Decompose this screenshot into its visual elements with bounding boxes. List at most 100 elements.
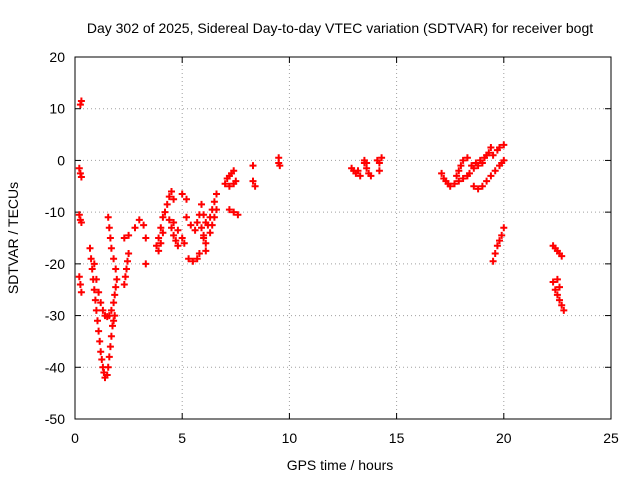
data-point [140,221,148,229]
data-point [183,195,190,203]
y-tick-label: -50 [45,411,65,427]
data-point [180,239,188,247]
data-point [112,283,120,291]
data-point [165,193,173,201]
y-tick-label: -10 [45,204,65,220]
data-point [363,159,371,167]
data-point [155,247,163,255]
data-point [187,221,195,229]
data-point [110,255,118,263]
data-point [249,177,257,185]
data-point [198,224,205,232]
y-tick-label: -30 [45,308,65,324]
y-tick-label: 0 [57,152,65,168]
data-point [446,182,454,190]
data-point [193,255,201,263]
data-point [105,353,113,361]
data-point [95,327,103,335]
data-point [97,299,105,307]
data-point [193,219,201,226]
data-point [455,167,463,175]
data-point [75,273,83,281]
data-point [478,159,486,167]
data-point [157,224,165,232]
data-point [174,226,182,234]
data-point [168,188,175,195]
data-point [77,219,85,226]
data-point [125,231,133,239]
data-point [106,343,114,351]
data-point [496,144,503,151]
data-point [76,101,84,109]
data-point [112,265,120,273]
data-point [159,229,167,237]
data-point [232,177,240,185]
data-point [210,213,218,221]
x-tick-label: 15 [389,430,405,446]
data-point [107,332,115,340]
data-point [556,296,563,304]
data-point [354,167,362,175]
data-point [558,301,566,309]
data-point [500,224,508,232]
data-point [110,299,118,307]
data-point [178,234,186,242]
data-points [75,97,568,382]
data-point [96,337,104,345]
data-point [191,226,199,234]
data-point [170,195,178,203]
data-point [120,281,128,288]
data-point [225,206,233,214]
data-point [103,371,111,379]
data-point [109,322,116,330]
data-point [221,180,229,188]
data-point [560,306,568,314]
data-point [378,154,386,162]
data-point [487,144,495,151]
data-point [459,175,467,182]
data-point [558,252,566,260]
data-point [94,317,101,325]
data-point [230,208,238,216]
data-point [174,242,182,250]
y-tick-label: 10 [49,101,65,117]
data-point [90,286,98,294]
data-point [230,167,238,175]
data-point [210,198,218,206]
data-point [455,177,463,185]
data-point [142,234,150,242]
data-point [87,255,95,263]
x-tick-label: 20 [496,430,512,446]
data-point [168,224,175,232]
data-point [466,169,473,177]
data-point [189,257,197,265]
data-point [213,190,220,198]
data-point [487,172,495,180]
data-point [200,234,208,242]
data-point [498,231,506,239]
data-point [165,216,173,224]
y-axis-label: SDTVAR / TECUs [5,182,21,294]
data-point [367,172,375,180]
data-point [99,306,107,314]
y-tick-label: -20 [45,256,65,272]
data-point [155,234,163,242]
plot-frame [74,56,612,420]
data-point [178,190,186,198]
data-point [123,265,130,273]
data-point [438,169,446,177]
data-point [104,363,112,371]
data-point [76,281,84,288]
data-point [124,257,131,265]
data-point [225,182,233,190]
data-point [470,164,478,172]
data-point [170,231,178,239]
data-point [98,356,106,363]
data-point [206,229,214,237]
data-point [170,219,178,226]
data-point [161,208,169,216]
data-point [200,211,208,219]
data-point [121,273,129,281]
data-point [107,244,115,252]
data-point [104,213,112,221]
